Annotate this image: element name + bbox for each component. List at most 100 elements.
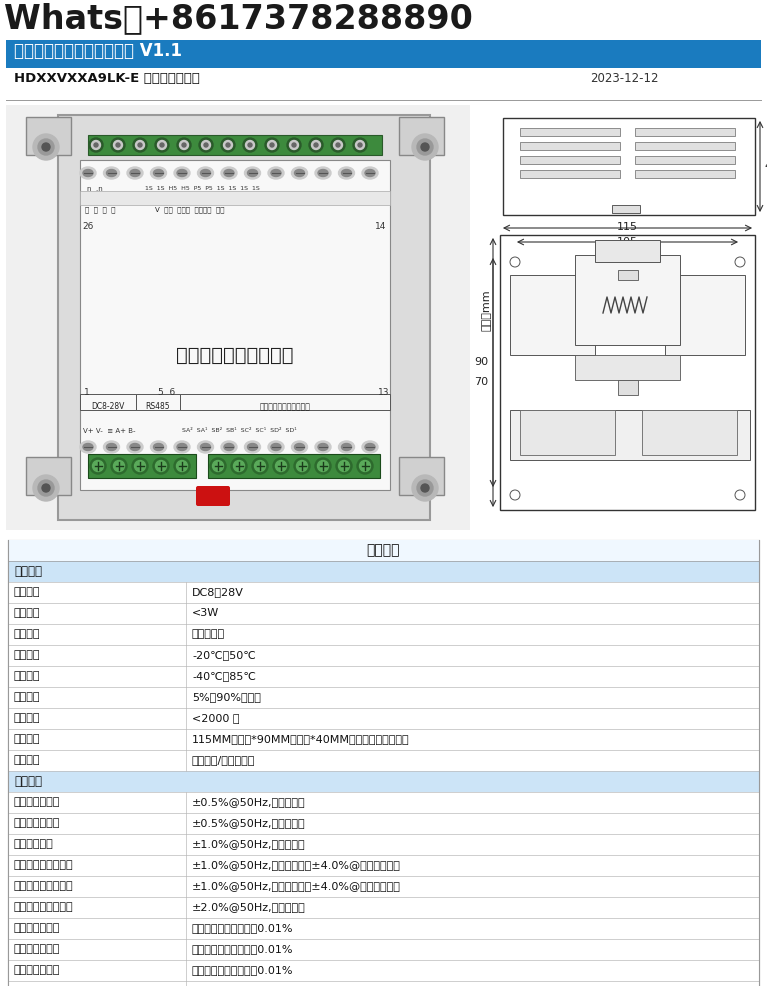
Circle shape [355,140,364,150]
Circle shape [231,458,247,474]
Bar [8,624,759,645]
Text: ±1.0%@50Hz,正弦波信号；±4.0%@其余交流信号: ±1.0%@50Hz,正弦波信号；±4.0%@其余交流信号 [192,881,401,891]
Circle shape [223,140,232,150]
Text: 基  模  互  申: 基 模 互 申 [85,206,116,213]
Circle shape [255,460,265,471]
Ellipse shape [341,444,351,451]
Text: 比例缩放前为满量程的0.01%: 比例缩放前为满量程的0.01% [192,924,294,934]
Bar [8,813,759,834]
Circle shape [338,460,350,471]
Text: 存储温度: 存储温度 [14,671,41,681]
Bar [618,270,638,280]
Circle shape [252,458,268,474]
Ellipse shape [197,167,213,179]
Bar [399,117,444,155]
Bar [8,729,759,750]
Bar [80,394,136,410]
Bar [399,457,444,495]
Bar [8,708,759,729]
Ellipse shape [341,170,351,176]
Text: 26: 26 [82,222,94,231]
Ellipse shape [130,444,140,451]
Text: SA²  SA¹  SB²  SB¹  SC²  SC¹  SD²  SD¹: SA² SA¹ SB² SB¹ SC² SC¹ SD² SD¹ [182,428,297,433]
Circle shape [111,458,127,474]
Circle shape [94,143,98,147]
Bar [80,191,390,205]
Bar [180,394,390,410]
Ellipse shape [315,441,331,453]
Circle shape [199,138,213,152]
Text: 电压快速测量值误差: 电压快速测量值误差 [14,881,74,891]
Text: 5  6: 5 6 [158,388,175,397]
Circle shape [89,138,103,152]
Text: 40: 40 [764,161,767,171]
Text: 电流测量分辨率: 电流测量分辨率 [14,924,61,934]
Bar [136,394,180,410]
Bar [8,960,759,981]
Text: V+ V-  ≡ A+ B-: V+ V- ≡ A+ B- [83,428,136,434]
Ellipse shape [291,167,308,179]
Text: 交流电流互感器测量输入: 交流电流互感器测量输入 [259,402,311,411]
Circle shape [334,140,343,150]
Text: 单位：mm: 单位：mm [482,289,492,331]
Text: -40℃～85℃: -40℃～85℃ [192,671,256,681]
Text: 技术参数: 技术参数 [367,543,400,557]
Text: 5%～90%不结露: 5%～90%不结露 [192,692,261,702]
Text: RS485: RS485 [146,402,170,411]
Circle shape [417,480,433,496]
Bar [8,792,759,813]
Ellipse shape [224,170,234,176]
FancyBboxPatch shape [595,240,660,262]
Circle shape [417,139,433,155]
Text: ±1.0%@50Hz,正弦波信号；±4.0%@其余交流信号: ±1.0%@50Hz,正弦波信号；±4.0%@其余交流信号 [192,861,401,871]
Text: 多路九回路交流电采集模块 V1.1: 多路九回路交流电采集模块 V1.1 [14,42,182,60]
Bar [635,156,735,164]
Circle shape [412,134,438,160]
Circle shape [133,138,147,152]
Bar [88,454,196,478]
Circle shape [42,484,50,492]
Circle shape [204,143,208,147]
Circle shape [114,140,123,150]
Ellipse shape [153,444,163,451]
Circle shape [93,460,104,471]
Bar [8,582,759,603]
Circle shape [270,143,274,147]
Bar [520,156,620,164]
Circle shape [358,143,362,147]
Ellipse shape [150,167,166,179]
Circle shape [273,458,289,474]
Ellipse shape [80,441,96,453]
Bar [612,205,640,213]
Bar [510,410,750,460]
Circle shape [294,458,310,474]
Circle shape [174,458,190,474]
Circle shape [90,458,106,474]
Ellipse shape [83,170,93,176]
Bar [8,750,759,771]
Ellipse shape [104,441,120,453]
Ellipse shape [245,441,261,453]
Circle shape [182,143,186,147]
Ellipse shape [362,441,378,453]
Ellipse shape [200,444,210,451]
Text: -20℃～50℃: -20℃～50℃ [192,651,255,661]
Circle shape [176,460,187,471]
Text: 功率测量误差: 功率测量误差 [14,839,54,850]
Circle shape [315,458,331,474]
Ellipse shape [80,167,96,179]
Circle shape [157,140,166,150]
Text: 115MM（长）*90MM（宽）*40MM（高），以实物为准: 115MM（长）*90MM（宽）*40MM（高），以实物为准 [192,735,410,744]
Bar [575,355,680,380]
Text: 额定功耗: 额定功耗 [14,608,41,618]
Circle shape [160,143,164,147]
Text: 功率快速测量值误差: 功率快速测量值误差 [14,902,74,912]
Bar [8,540,759,986]
Text: 九回路交流电采集模块: 九回路交流电采集模块 [176,345,294,365]
Bar [8,687,759,708]
Ellipse shape [318,170,328,176]
Bar [8,939,759,960]
Circle shape [311,140,321,150]
Circle shape [42,143,50,151]
Circle shape [268,140,276,150]
